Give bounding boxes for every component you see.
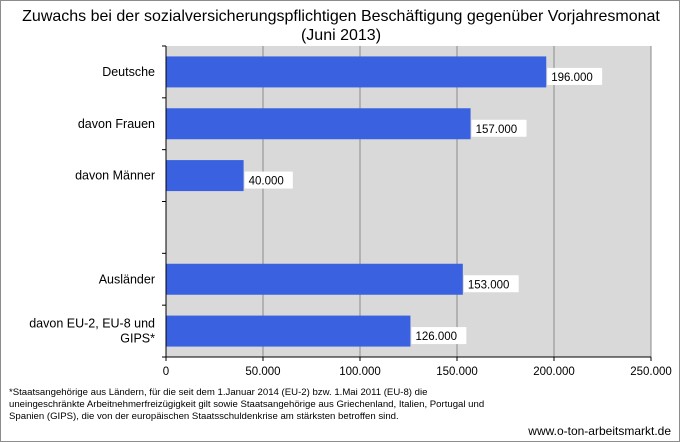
category-label: davon Frauen [78,117,155,131]
x-tick-label: 50.000 [245,366,280,378]
bar [166,56,547,88]
category-label: davon Männer [75,169,155,183]
x-tick-label: 150.000 [436,366,478,378]
bar [166,263,463,295]
footnote: *Staatsangehörige aus Ländern, für die s… [9,387,485,422]
data-label: 157.000 [476,124,518,136]
category-label: GIPS* [120,332,155,346]
x-tick-label: 250.000 [630,366,672,378]
data-label: 126.000 [415,331,457,343]
plot-area [166,46,651,357]
category-label: Deutsche [102,65,155,79]
source-url: www.o-ton-arbeitsmarkt.de [528,424,671,438]
data-label-box [547,67,603,85]
x-tick-label: 100.000 [339,366,381,378]
bar [166,108,471,140]
chart-title: Zuwachs bei der sozialversicherungspflic… [22,8,660,44]
x-tick-label: 200.000 [533,366,575,378]
bar [166,315,411,347]
data-label-box [411,327,467,345]
data-label: 40.000 [249,176,284,188]
data-label: 153.000 [468,279,510,291]
bar [166,160,244,192]
x-tick-label: 0 [163,366,169,378]
category-label: davon EU-2, EU-8 und [29,317,155,331]
data-label-box [244,171,293,189]
data-label-box [471,119,527,137]
data-label-box [463,275,519,293]
category-label: Ausländer [99,272,155,286]
data-label: 196.000 [551,72,593,84]
